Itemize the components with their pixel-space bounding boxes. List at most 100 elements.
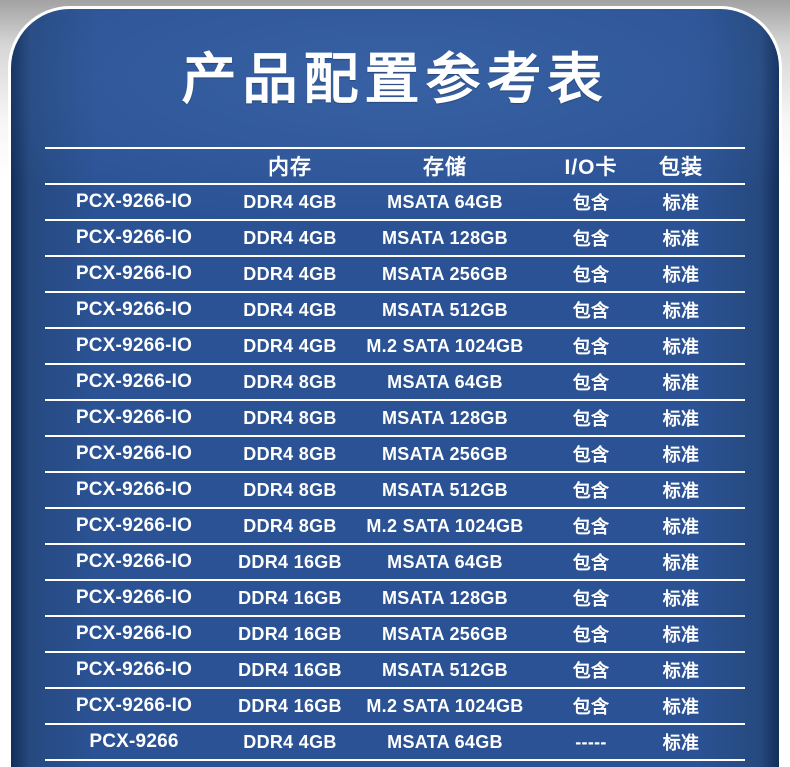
cell-memory: DDR4 8GB [243,407,337,428]
cell-io_card: 包含 [572,481,610,501]
cell-memory: DDR4 16GB [238,659,342,680]
cell-io_card: 包含 [572,697,610,717]
table-body: PCX-9266-IO DDR4 4GB MSATA 64GB 包含 标准 PCX-926… [45,183,745,759]
cell-memory: DDR4 16GB [238,695,342,716]
cell-io_card: 包含 [572,517,610,537]
cell-packaging: 标准 [662,409,700,429]
cell-storage: M.2 SATA 1024GB [366,695,524,716]
cell-packaging: 标准 [662,265,700,285]
cell-io_card: 包含 [572,409,610,429]
cell-storage: MSATA 64GB [387,371,503,392]
cell-memory: DDR4 4GB [243,191,337,212]
cell-io_card: 包含 [572,301,610,321]
col-header-packaging: 包装 [659,156,703,179]
table-header-row: 内存 存储 I/O卡 包装 [45,147,745,183]
table-row: PCX-9266-IO DDR4 4GB MSATA 512GB 包含 标准 [45,291,745,327]
cell-packaging: 标准 [662,661,700,681]
table-row: PCX-9266-IO DDR4 4GB MSATA 128GB 包含 标准 [45,219,745,255]
cell-packaging: 标准 [662,589,700,609]
cell-memory: DDR4 4GB [243,299,337,320]
cell-storage: MSATA 512GB [382,299,508,320]
cell-product: PCX-9266-IO [75,551,193,572]
cell-product: PCX-9266-IO [75,479,193,500]
product-config-panel: 产品配置参考表 内存 存储 I/O卡 包装 PCX-9266-IO DDR4 4GB MS… [8,6,782,767]
cell-packaging: 标准 [662,481,700,501]
table-row: PCX-9266-IO DDR4 16GB MSATA 64GB 包含 标准 [45,543,745,579]
table-row: PCX-9266-IO DDR4 8GB M.2 SATA 1024GB 包含 标准 [45,507,745,543]
cell-memory: DDR4 4GB [243,335,337,356]
cell-storage: MSATA 64GB [387,191,503,212]
cell-product: PCX-9266-IO [75,335,193,356]
cell-io_card: 包含 [572,661,610,681]
cell-product: PCX-9266-IO [75,587,193,608]
cell-packaging: 标准 [662,517,700,537]
table-row: PCX-9266-IO DDR4 8GB MSATA 128GB 包含 标准 [45,399,745,435]
cell-storage: MSATA 128GB [382,407,508,428]
cell-memory: DDR4 8GB [243,479,337,500]
cell-storage: MSATA 128GB [382,587,508,608]
cell-storage: MSATA 64GB [387,551,503,572]
col-header-storage: 存储 [423,156,467,179]
table-row: PCX-9266-IO DDR4 8GB MSATA 64GB 包含 标准 [45,363,745,399]
cell-memory: DDR4 16GB [238,587,342,608]
cell-packaging: 标准 [662,229,700,249]
table-row: PCX-9266 DDR4 4GB MSATA 64GB ----- 标准 [45,723,745,759]
cell-memory: DDR4 4GB [243,227,337,248]
cell-storage: MSATA 128GB [382,227,508,248]
cell-product: PCX-9266-IO [75,227,193,248]
table-row: PCX-9266-IO DDR4 8GB MSATA 256GB 包含 标准 [45,435,745,471]
cell-io_card: 包含 [572,445,610,465]
cell-storage: MSATA 512GB [382,479,508,500]
cell-product: PCX-9266-IO [75,443,193,464]
cell-storage: MSATA 256GB [382,623,508,644]
table-row: PCX-9266-IO DDR4 4GB MSATA 256GB 包含 标准 [45,255,745,291]
cell-io_card: 包含 [572,265,610,285]
table-row: PCX-9266-IO DDR4 4GB M.2 SATA 1024GB 包含 标准 [45,327,745,363]
cell-product: PCX-9266-IO [75,299,193,320]
cell-product: PCX-9266-IO [75,659,193,680]
cell-memory: DDR4 8GB [243,371,337,392]
cell-product: PCX-9266-IO [75,623,193,644]
page-title: 产品配置参考表 [181,48,609,110]
cell-packaging: 标准 [662,553,700,573]
cell-packaging: 标准 [662,445,700,465]
cell-io_card: 包含 [572,589,610,609]
cell-memory: DDR4 8GB [243,515,337,536]
cell-io_card: 包含 [572,373,610,393]
cell-packaging: 标准 [662,625,700,645]
cell-packaging: 标准 [662,373,700,393]
col-header-io_card: I/O卡 [564,156,618,179]
cell-storage: MSATA 512GB [382,659,508,680]
table-row: PCX-9266-IO DDR4 8GB MSATA 512GB 包含 标准 [45,471,745,507]
cell-memory: DDR4 8GB [243,443,337,464]
cell-storage: M.2 SATA 1024GB [366,335,524,356]
cell-product: PCX-9266-IO [75,407,193,428]
cell-product: PCX-9266 [89,731,179,752]
cell-memory: DDR4 16GB [238,551,342,572]
cell-product: PCX-9266-IO [75,695,193,716]
cell-memory: DDR4 4GB [243,263,337,284]
col-header-memory: 内存 [268,156,312,179]
cell-io_card: 包含 [572,553,610,573]
cell-storage: MSATA 256GB [382,443,508,464]
cell-io_card: 包含 [572,229,610,249]
cell-memory: DDR4 4GB [243,731,337,752]
table-row: PCX-9266-IO DDR4 16GB MSATA 128GB 包含 标准 [45,579,745,615]
config-table: 内存 存储 I/O卡 包装 PCX-9266-IO DDR4 4GB MSATA 64GB… [45,147,745,761]
cell-io_card: 包含 [572,625,610,645]
cell-packaging: 标准 [662,337,700,357]
table-row: PCX-9266-IO DDR4 16GB MSATA 512GB 包含 标准 [45,651,745,687]
cell-io_card: 包含 [572,337,610,357]
cell-storage: MSATA 256GB [382,263,508,284]
cell-product: PCX-9266-IO [75,371,193,392]
cell-io_card: ----- [575,731,607,752]
cell-packaging: 标准 [662,733,700,753]
cell-product: PCX-9266-IO [75,191,193,212]
cell-product: PCX-9266-IO [75,263,193,284]
table-row: PCX-9266-IO DDR4 16GB M.2 SATA 1024GB 包含 标准 [45,687,745,723]
cell-io_card: 包含 [572,193,610,213]
cell-storage: MSATA 64GB [387,731,503,752]
cell-packaging: 标准 [662,193,700,213]
cell-packaging: 标准 [662,697,700,717]
cell-storage: M.2 SATA 1024GB [366,515,524,536]
